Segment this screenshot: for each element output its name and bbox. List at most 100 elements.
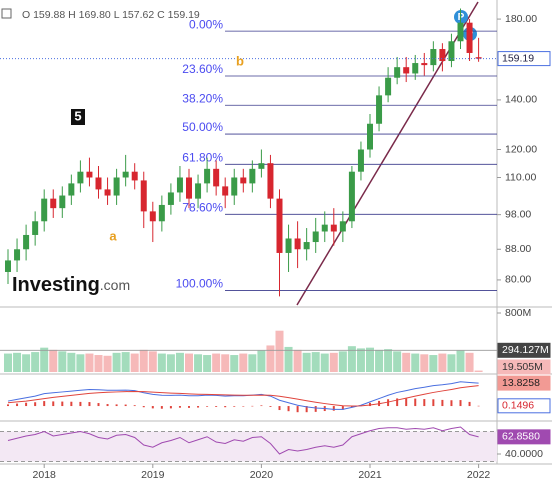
candle-body xyxy=(348,171,355,222)
candle-body xyxy=(258,163,265,169)
ohlc-key: O xyxy=(22,9,30,21)
x-tick-label: 2020 xyxy=(250,469,274,481)
fib-label: 38.20% xyxy=(182,91,223,105)
volume-bar xyxy=(22,354,31,372)
candle-body xyxy=(439,49,446,62)
volume-bar xyxy=(284,346,293,372)
macd-histogram-bar xyxy=(16,403,19,407)
fib-label: 61.80% xyxy=(182,150,223,164)
x-tick-label: 2018 xyxy=(33,469,57,481)
y-tick-label: 98.00 xyxy=(505,208,531,220)
volume-current-label: 19.505M xyxy=(502,361,543,373)
volume-bar xyxy=(311,352,320,372)
volume-bar xyxy=(384,349,393,372)
candle-body xyxy=(23,234,30,250)
ohlc-value: 159.19 xyxy=(168,9,200,21)
candle-body xyxy=(249,168,256,184)
candle-body xyxy=(104,189,111,196)
last-price-label-box xyxy=(497,51,551,67)
volume-bar xyxy=(338,351,347,372)
macd-histogram-bar xyxy=(387,399,390,407)
annotation: b xyxy=(236,53,244,68)
volume-bar xyxy=(239,353,248,372)
volume-bar xyxy=(456,350,465,372)
volume-ma-label-box xyxy=(497,342,551,358)
rsi-current-label-box xyxy=(497,429,551,445)
volume-bar xyxy=(31,352,40,372)
fib-label: 78.60% xyxy=(182,200,223,214)
candle-body xyxy=(421,63,428,66)
macd-histogram-bar xyxy=(341,406,344,410)
volume-bar xyxy=(438,353,447,372)
candle-body xyxy=(231,177,238,196)
macd-histogram-bar xyxy=(405,398,408,407)
candle-body xyxy=(321,224,328,232)
candle-body xyxy=(186,177,192,199)
candle-body xyxy=(240,177,247,184)
volume-bar xyxy=(320,353,329,372)
candle-body xyxy=(376,95,383,124)
candle-body xyxy=(95,177,102,190)
candle-body xyxy=(86,171,93,178)
volume-bar xyxy=(212,353,221,372)
volume-bar xyxy=(4,353,12,372)
annotation-box xyxy=(71,109,85,125)
macd-histogram-bar xyxy=(369,402,371,407)
candle-body xyxy=(32,221,39,235)
rsi-current-label: 62.8580 xyxy=(502,431,540,443)
annotation: 5 xyxy=(74,108,81,123)
macd-histogram-bar xyxy=(414,398,417,407)
macd-histogram-bar xyxy=(142,406,145,408)
macd-histogram-bar xyxy=(151,406,154,409)
macd-histogram-bar xyxy=(450,400,453,407)
candle-body xyxy=(475,57,482,59)
ohlc-key: C xyxy=(157,9,165,21)
watermark-suffix: .com xyxy=(100,277,130,293)
candle-body xyxy=(195,183,202,199)
volume-bar xyxy=(103,355,112,372)
volume-bar xyxy=(329,352,338,372)
candle-body xyxy=(113,177,120,196)
macd-histogram-bar xyxy=(459,400,462,407)
candle-body xyxy=(140,180,147,212)
macd-histogram-bar xyxy=(468,401,471,407)
watermark-main: Investing xyxy=(12,274,100,296)
indicator-line xyxy=(7,426,479,455)
volume-bar xyxy=(230,355,239,372)
candle-body xyxy=(394,67,401,78)
volume-bar xyxy=(411,353,420,372)
last-price-label: 159.19 xyxy=(502,52,534,64)
volume-bar xyxy=(166,354,175,372)
macd-histogram-bar xyxy=(396,398,399,407)
candle-body xyxy=(59,195,66,209)
macd-histogram-bar xyxy=(314,406,317,412)
candle-body xyxy=(14,249,21,261)
candle-body xyxy=(131,171,138,181)
fib-label: 0.00% xyxy=(189,17,223,31)
volume-bar xyxy=(194,354,203,372)
macd-histogram-bar xyxy=(305,406,308,413)
macd-histogram-bar xyxy=(477,405,480,407)
volume-bar xyxy=(130,353,139,372)
y-tick-label: 140.00 xyxy=(505,94,537,106)
volume-bar xyxy=(49,349,58,372)
header-icon xyxy=(1,8,12,19)
volume-bar xyxy=(185,353,193,372)
volume-bar xyxy=(302,352,311,372)
volume-bar xyxy=(375,349,384,372)
macd-histogram-bar xyxy=(169,406,172,409)
macd-histogram-bar xyxy=(25,402,28,407)
volume-bar xyxy=(266,345,275,372)
fib-label: 50.00% xyxy=(182,120,223,134)
watermark: Investing.com xyxy=(12,274,130,296)
y-tick-label: 800M xyxy=(505,307,531,319)
macd-histogram-bar xyxy=(88,402,91,407)
macd-current-label: 13.8258 xyxy=(502,377,540,389)
volume-bar xyxy=(402,352,411,372)
candle-body xyxy=(385,77,392,96)
macd-histogram-bar xyxy=(287,406,290,412)
volume-bar xyxy=(356,348,365,372)
volume-bar xyxy=(175,352,184,372)
macd-histogram-bar xyxy=(441,399,444,407)
volume-bar xyxy=(465,352,474,372)
